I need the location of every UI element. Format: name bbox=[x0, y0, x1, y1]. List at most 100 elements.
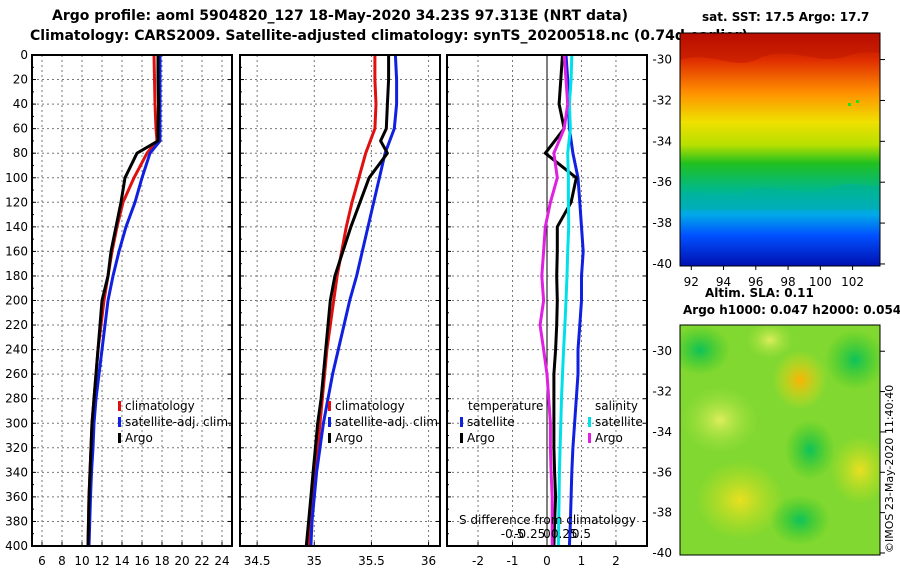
sst-front-warm bbox=[680, 33, 880, 63]
x-tick-label: 6 bbox=[38, 554, 46, 568]
x-tick-label: 36 bbox=[421, 554, 436, 568]
series-line-argo bbox=[304, 55, 391, 547]
sst-map bbox=[680, 33, 880, 266]
y-tick-label: 260 bbox=[5, 367, 28, 381]
series-line-temperature-argo bbox=[543, 54, 578, 547]
sst-front-cool bbox=[680, 183, 880, 210]
y-tick-label: 160 bbox=[5, 244, 28, 258]
series-line-argo bbox=[86, 55, 160, 547]
x-tick-label: 35 bbox=[307, 554, 322, 568]
x-tick-label: 35.5 bbox=[358, 554, 385, 568]
y-tick-label: 0 bbox=[20, 48, 28, 62]
legend-swatch-temp-argo bbox=[460, 433, 463, 443]
legend-label-argo: Argo bbox=[335, 431, 363, 445]
top-tick-label: -0.5 bbox=[501, 527, 524, 541]
legend-swatch-climatology bbox=[328, 401, 331, 411]
map-x-tick-label: 100 bbox=[809, 275, 832, 289]
legend-label-climatology: climatology bbox=[125, 399, 195, 413]
map-y-tick-label: -30 bbox=[652, 344, 672, 358]
legend-title-salinity: salinity bbox=[595, 399, 638, 413]
map-y-tick-label: -32 bbox=[652, 93, 672, 107]
y-tick-label: 40 bbox=[13, 97, 28, 111]
sst-map-title: sat. SST: 17.5 Argo: 17.7 bbox=[702, 10, 869, 24]
sla-feature bbox=[770, 495, 830, 545]
axes-frame bbox=[31, 54, 233, 547]
profile-panels: 6 8 10 12 14 16 18 20 22 240204060801001201401601… bbox=[5, 48, 648, 568]
x-tick-label: 20 bbox=[174, 554, 189, 568]
map-y-tick-label: -40 bbox=[652, 546, 672, 560]
y-tick-label: 60 bbox=[13, 122, 28, 136]
sla-map-axes: -30 -32 -34 -36 -38 -40 bbox=[652, 324, 885, 560]
salinity-legend: climatology satellite-adj. clim. Argo bbox=[328, 399, 442, 445]
map-x-tick-label: 94 bbox=[716, 275, 731, 289]
x-tick-label: 2 bbox=[612, 554, 620, 568]
sla-feature bbox=[680, 385, 760, 455]
y-tick-label: 360 bbox=[5, 490, 28, 504]
legend-label-sal-argo: Argo bbox=[595, 431, 623, 445]
top-tick-label: 0 bbox=[543, 527, 551, 541]
map-y-tick-label: -32 bbox=[652, 385, 672, 399]
title-line-2: Climatology: CARS2009. Satellite-adjuste… bbox=[30, 28, 748, 44]
map-x-tick-label: 98 bbox=[780, 275, 795, 289]
map-frame bbox=[679, 324, 881, 556]
x-tick-label: 14 bbox=[114, 554, 129, 568]
difference-legend: temperature satellite Argo salinity sate… bbox=[460, 399, 643, 445]
temperature-panel: 6 8 10 12 14 16 18 20 22 240204060801001201401601… bbox=[5, 48, 233, 568]
x-tick-label: 16 bbox=[134, 554, 149, 568]
x-tick-label: -2 bbox=[472, 554, 484, 568]
sla-map-title-1: Altim. SLA: 0.11 bbox=[705, 286, 814, 300]
legend-swatch-satellite bbox=[328, 417, 331, 427]
legend-label-climatology: climatology bbox=[335, 399, 405, 413]
series-line-salinity-satellite bbox=[556, 54, 574, 547]
legend-swatch-sal-satellite bbox=[588, 417, 591, 427]
map-y-tick-label: -34 bbox=[652, 134, 672, 148]
y-tick-label: 120 bbox=[5, 195, 28, 209]
sla-feature bbox=[830, 435, 880, 505]
map-y-tick-label: -40 bbox=[652, 257, 672, 271]
x-tick-label: 34.5 bbox=[244, 554, 271, 568]
map-y-tick-label: -36 bbox=[652, 175, 672, 189]
y-tick-label: 20 bbox=[13, 73, 28, 87]
map-x-tick-label: 96 bbox=[748, 275, 763, 289]
sla-feature bbox=[680, 325, 730, 375]
sla-feature bbox=[785, 420, 835, 480]
legend-label-sal-satellite: satellite bbox=[595, 415, 643, 429]
y-tick-label: 80 bbox=[13, 146, 28, 160]
sla-map bbox=[680, 325, 880, 555]
sla-feature bbox=[745, 325, 795, 360]
y-tick-label: 200 bbox=[5, 294, 28, 308]
sla-feature bbox=[695, 460, 785, 540]
sst-map-axes: -30 -32 -34 -36 -38 -40 92 94 96 98 100 102 bbox=[652, 32, 885, 289]
y-tick-label: 380 bbox=[5, 514, 28, 528]
legend-label-argo: Argo bbox=[125, 431, 153, 445]
y-tick-label: 140 bbox=[5, 220, 28, 234]
sla-feature bbox=[772, 350, 828, 410]
sst-map-field bbox=[680, 33, 880, 266]
series-line-salinity-argo bbox=[538, 54, 570, 546]
legend-label-temp-argo: Argo bbox=[467, 431, 495, 445]
x-tick-label: 12 bbox=[94, 554, 109, 568]
x-tick-label: 18 bbox=[154, 554, 169, 568]
difference-axis-label: S difference from climatology bbox=[459, 513, 636, 527]
sla-feature bbox=[825, 330, 880, 390]
x-tick-label: 10 bbox=[74, 554, 89, 568]
argo-position-marker-2 bbox=[856, 100, 859, 103]
y-tick-label: 320 bbox=[5, 441, 28, 455]
y-tick-label: 100 bbox=[5, 171, 28, 185]
y-tick-label: 180 bbox=[5, 269, 28, 283]
axes-frame bbox=[239, 54, 441, 547]
watermark: ©IMOS 23-May-2020 11:40:40 bbox=[883, 385, 896, 553]
temperature-legend: climatology satellite-adj. clim. Argo bbox=[118, 399, 232, 445]
legend-title-temperature: temperature bbox=[468, 399, 543, 413]
map-x-tick-label: 92 bbox=[684, 275, 699, 289]
legend-swatch-argo bbox=[118, 433, 121, 443]
legend-label-satellite: satellite-adj. clim. bbox=[125, 415, 232, 429]
series-line-satellite-adj-clim- bbox=[87, 55, 162, 547]
y-tick-label: 240 bbox=[5, 343, 28, 357]
top-tick-label: 0.5 bbox=[572, 527, 591, 541]
x-tick-label: 22 bbox=[194, 554, 209, 568]
salinity-panel: 34.5 35 35.5 36 bbox=[239, 54, 441, 568]
difference-panel: -2 -1 0 1 2-0.5-0.250 0.250.5 bbox=[446, 54, 648, 568]
argo-position-marker bbox=[848, 103, 851, 106]
